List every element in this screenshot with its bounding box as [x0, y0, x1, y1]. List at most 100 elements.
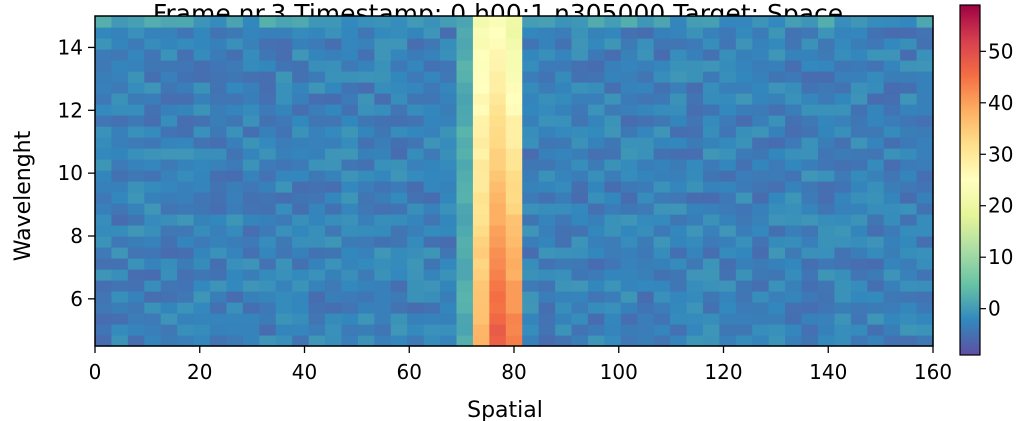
heatmap-cell: [259, 137, 277, 149]
heatmap-cell: [571, 60, 589, 72]
heatmap-cell: [489, 16, 507, 28]
heatmap-cell: [111, 280, 129, 292]
heatmap-cell: [308, 225, 326, 237]
heatmap-cell: [834, 181, 852, 193]
heatmap-cell: [95, 324, 113, 336]
heatmap-cell: [801, 148, 819, 160]
heatmap-cell: [341, 225, 359, 237]
heatmap-cells: [95, 16, 934, 347]
heatmap-cell: [210, 236, 228, 248]
heatmap-cell: [555, 302, 573, 314]
heatmap-cell: [637, 214, 655, 226]
heatmap-cell: [850, 225, 868, 237]
heatmap-cell: [127, 115, 145, 127]
heatmap-cell: [801, 38, 819, 50]
heatmap-cell: [752, 71, 770, 83]
heatmap-cell: [308, 247, 326, 259]
heatmap-cell: [555, 16, 573, 28]
heatmap-cell: [275, 291, 293, 303]
heatmap-cell: [292, 291, 310, 303]
heatmap-cell: [637, 291, 655, 303]
heatmap-cell: [719, 148, 737, 160]
heatmap-cell: [768, 49, 786, 61]
heatmap-cell: [900, 236, 918, 248]
heatmap-cell: [916, 302, 934, 314]
heatmap-cell: [144, 247, 162, 259]
heatmap-cell: [867, 93, 885, 105]
heatmap-cell: [144, 280, 162, 292]
heatmap-cell: [785, 71, 803, 83]
heatmap-cell: [259, 225, 277, 237]
heatmap-cell: [522, 269, 540, 281]
heatmap-cell: [752, 60, 770, 72]
heatmap-cell: [637, 258, 655, 270]
heatmap-cell: [817, 192, 836, 204]
heatmap-cell: [555, 247, 573, 259]
heatmap-cell: [670, 291, 688, 303]
heatmap-cell: [522, 49, 540, 61]
heatmap-cell: [341, 82, 359, 94]
heatmap-cell: [735, 126, 753, 138]
heatmap-cell: [587, 82, 605, 94]
heatmap-cell: [900, 203, 918, 215]
heatmap-cell: [111, 49, 129, 61]
heatmap-cell: [308, 269, 326, 281]
heatmap-cell: [456, 313, 474, 325]
heatmap-cell: [160, 214, 178, 226]
heatmap-cell: [275, 335, 293, 347]
heatmap-cell: [226, 335, 244, 347]
heatmap-cell: [522, 104, 540, 116]
heatmap-cell: [407, 214, 425, 226]
heatmap-cell: [111, 93, 129, 105]
heatmap-cell: [768, 247, 786, 259]
heatmap-cell: [867, 71, 885, 83]
heatmap-cell: [440, 71, 458, 83]
heatmap-cell: [111, 247, 129, 259]
heatmap-cell: [801, 214, 819, 226]
heatmap-cell: [538, 280, 556, 292]
heatmap-cell: [390, 192, 408, 204]
heatmap-cell: [571, 269, 589, 281]
heatmap-cell: [719, 335, 737, 347]
heatmap-cell: [686, 16, 704, 28]
heatmap-cell: [489, 258, 507, 270]
heatmap-cell: [817, 313, 836, 325]
heatmap-cell: [210, 49, 228, 61]
y-tick-label: 14: [58, 35, 83, 59]
heatmap-cell: [357, 38, 375, 50]
heatmap-cell: [653, 159, 671, 171]
heatmap-cell: [127, 302, 145, 314]
heatmap-cell: [275, 280, 293, 292]
heatmap-cell: [850, 181, 868, 193]
heatmap-cell: [752, 214, 770, 226]
heatmap-cell: [374, 16, 392, 28]
heatmap-cell: [637, 93, 655, 105]
heatmap-cell: [242, 280, 260, 292]
heatmap-cell: [357, 181, 375, 193]
heatmap-cell: [587, 335, 605, 347]
heatmap-cell: [489, 137, 507, 149]
heatmap-cell: [193, 324, 211, 336]
heatmap-cell: [867, 82, 885, 94]
heatmap-cell: [768, 93, 786, 105]
heatmap-cell: [604, 181, 622, 193]
heatmap-cell: [308, 203, 326, 215]
heatmap-cell: [522, 258, 540, 270]
heatmap-cell: [505, 60, 523, 72]
heatmap-cell: [226, 225, 244, 237]
heatmap-cell: [850, 82, 868, 94]
heatmap-cell: [127, 258, 145, 270]
heatmap-cell: [916, 280, 934, 292]
heatmap-cell: [440, 203, 458, 215]
heatmap-cell: [653, 49, 671, 61]
heatmap-cell: [637, 159, 655, 171]
heatmap-cell: [292, 49, 310, 61]
heatmap-cell: [357, 82, 375, 94]
heatmap-cell: [259, 82, 277, 94]
heatmap-cell: [111, 214, 129, 226]
heatmap-cell: [374, 137, 392, 149]
heatmap-cell: [719, 16, 737, 28]
heatmap-cell: [801, 71, 819, 83]
heatmap-cell: [242, 137, 260, 149]
heatmap-cell: [867, 148, 885, 160]
